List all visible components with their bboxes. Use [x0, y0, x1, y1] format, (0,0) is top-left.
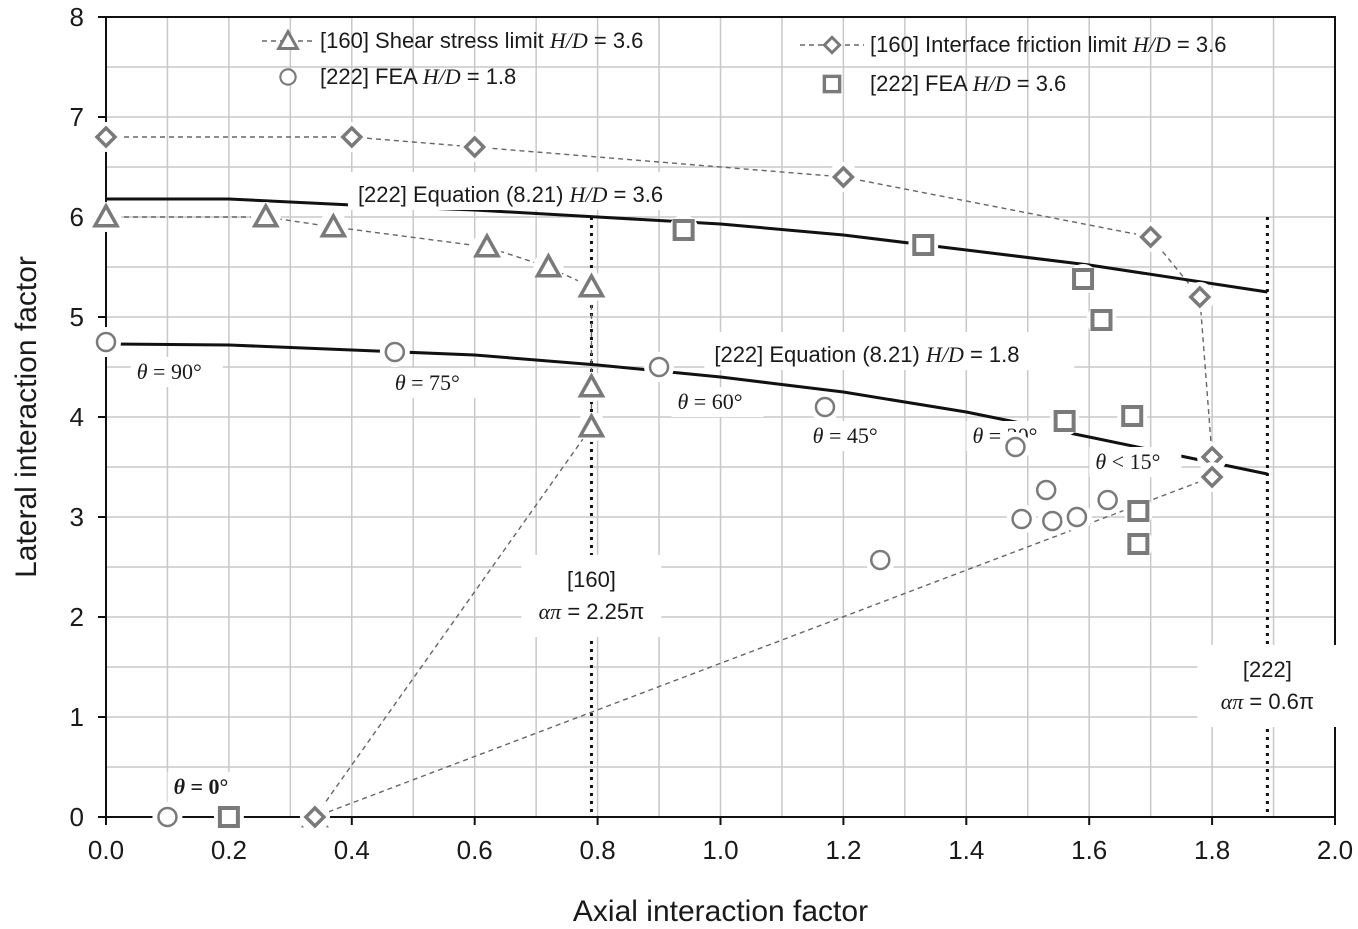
vertical-line-label: [222] [1243, 657, 1292, 682]
circle-marker [1035, 479, 1057, 501]
x-tick-label: 1.4 [948, 835, 984, 865]
square-marker [822, 74, 842, 94]
square-marker [217, 806, 240, 828]
angle-label: θ = 0° [174, 774, 229, 799]
angle-label-bg [806, 421, 899, 451]
square-marker [672, 219, 695, 241]
triangle-marker [92, 202, 120, 228]
circle-marker [279, 68, 297, 86]
circle-marker [648, 356, 670, 378]
x-tick-label: 2.0 [1317, 835, 1353, 865]
angle-label-bg [167, 772, 260, 802]
x-tick-label: 0.2 [211, 835, 247, 865]
square-marker [1121, 405, 1144, 427]
angle-label-bg [671, 387, 764, 417]
curve-label: [222] Equation (8.21) H/D = 1.8 [714, 342, 1019, 367]
circle-marker [1097, 489, 1118, 511]
angle-label: θ = 90° [137, 359, 202, 384]
square-marker [1090, 309, 1113, 331]
circle-marker [1005, 436, 1026, 458]
circle-marker [95, 331, 117, 353]
triangle-marker [534, 252, 563, 278]
y-tick-label: 5 [70, 302, 84, 332]
square-marker [912, 234, 935, 256]
diamond-marker [303, 805, 327, 829]
triangle-marker [276, 28, 300, 50]
vertical-line-label: απ = 2.25π [539, 599, 645, 624]
markers [91, 122, 1228, 832]
curve-label-bg [704, 332, 1075, 370]
diamond-marker [340, 125, 364, 149]
x-axis-title: Axial interaction factor [573, 895, 868, 928]
angle-label: θ = 45° [813, 423, 878, 448]
legend-entry: [222] FEA H/D = 3.6 [870, 71, 1066, 96]
square-marker [1127, 533, 1150, 555]
series-line [106, 197, 1268, 294]
square-marker [1072, 268, 1095, 290]
angle-label: θ = 60° [677, 389, 742, 414]
diamond-marker [1139, 225, 1163, 249]
axes: 0.0 0.2 0.4 0.6 0.8 1.0 1.2 1.4 1.6 1.8 2.0 0 1 2 3 4 5 6… [70, 2, 1354, 865]
circle-marker [1011, 508, 1032, 530]
triangle-marker [251, 202, 280, 228]
x-tick-label: 0.4 [334, 835, 370, 865]
triangle-marker [577, 412, 606, 438]
circle-marker [384, 341, 406, 363]
y-tick-label: 3 [70, 502, 84, 532]
circle-marker [157, 806, 178, 828]
angle-label: θ = 75° [395, 370, 460, 395]
vertical-line-label: απ = 0.6π [1221, 689, 1314, 714]
y-tick-label: 8 [70, 2, 84, 32]
square-marker [1053, 410, 1076, 432]
angle-label-bg [1089, 447, 1182, 477]
y-axis-title: Lateral interaction factor [10, 256, 43, 578]
x-tick-label: 0.0 [88, 835, 124, 865]
y-tick-label: 4 [70, 402, 84, 432]
x-tick-label: 0.6 [457, 835, 493, 865]
legend-entry: [222] FEA H/D = 1.8 [320, 64, 516, 89]
diamond-marker [1200, 465, 1224, 489]
x-tick-label: 1.6 [1071, 835, 1107, 865]
diamond-marker [831, 165, 855, 189]
legend-entry: [160] Shear stress limit H/D = 3.6 [320, 28, 643, 53]
circle-marker [1042, 510, 1063, 532]
y-tick-label: 1 [70, 702, 84, 732]
curve-label-bg [347, 172, 718, 210]
triangle-marker [319, 212, 348, 238]
vertical-line-label: [160] [567, 567, 616, 592]
y-tick-label: 2 [70, 602, 84, 632]
triangle-marker [577, 372, 606, 398]
diamond-marker [1188, 285, 1212, 309]
legend: [160] Shear stress limit H/D = 3.6 [160] … [262, 28, 1226, 96]
diamond-marker [463, 135, 487, 159]
curve-labels: [222] Equation (8.21) H/D = 3.6 [222] Equ… [130, 172, 1182, 802]
y-tick-label: 0 [70, 802, 84, 832]
vertical-lines: [160] απ = 2.25π [222] απ = 0.6π [521, 217, 1338, 817]
legend-entry: [160] Interface friction limit H/D = 3.6 [870, 32, 1226, 57]
y-tick-label: 6 [70, 202, 84, 232]
diamond-marker [822, 35, 842, 55]
vertical-line-label-bg [521, 555, 662, 637]
triangle-marker [473, 232, 501, 258]
circle-marker [1066, 506, 1088, 528]
triangle-marker [577, 272, 606, 298]
x-tick-label: 1.0 [702, 835, 738, 865]
x-tick-label: 1.2 [825, 835, 861, 865]
x-tick-label: 0.8 [580, 835, 616, 865]
y-tick-label: 7 [70, 102, 84, 132]
circle-marker [814, 396, 836, 418]
angle-label-bg [130, 357, 223, 387]
curve-label: [222] Equation (8.21) H/D = 3.6 [358, 182, 663, 207]
vertical-line-label-bg [1197, 645, 1338, 727]
square-marker [1127, 500, 1150, 522]
diamond-marker [94, 125, 118, 149]
circle-marker [870, 549, 891, 571]
angle-label-bg [388, 368, 481, 398]
angle-label: θ < 15° [1095, 449, 1160, 474]
x-tick-label: 1.8 [1194, 835, 1230, 865]
